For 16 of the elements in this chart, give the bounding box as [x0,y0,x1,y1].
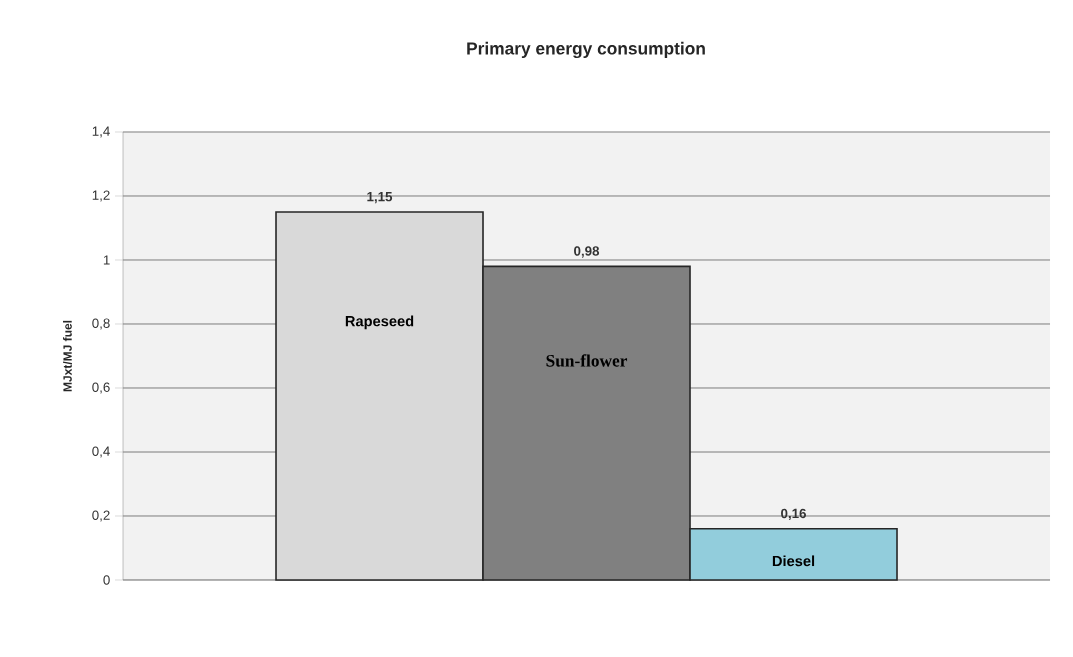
y-tick-label: 0 [103,575,110,585]
y-tick-label: 1,4 [92,126,110,138]
data-label: 1,15 [367,192,393,204]
x-tick-label: Rapeseed [345,315,414,330]
y-tick-label: 0,2 [92,510,110,522]
data-label: 0,98 [574,246,600,258]
y-tick-label: 0,8 [92,318,110,330]
data-label: 0,16 [781,508,807,521]
chart-title: Primary energy consumption [467,41,705,59]
x-tick-label: Sun-flower [546,354,628,367]
y-tick-label: 0,4 [92,446,110,458]
y-axis-title: MJxt/MJ fuel [63,320,72,392]
y-tick-label: 1 [103,255,110,265]
y-tick-label: 0,6 [92,382,110,394]
y-tick-label: 1,2 [92,190,110,202]
x-tick-label: Diesel [772,555,815,567]
